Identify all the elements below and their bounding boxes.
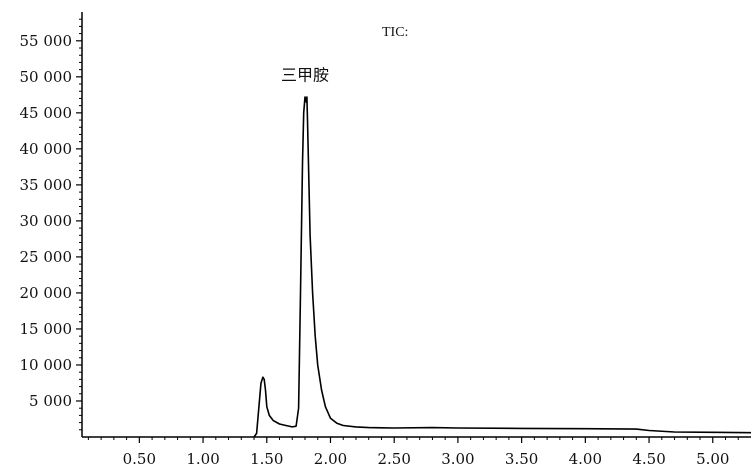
x-tick-label: 1.00 bbox=[186, 450, 219, 468]
y-tick-label: 35 000 bbox=[20, 176, 73, 194]
y-tick-label: 40 000 bbox=[20, 140, 73, 158]
x-tick-label: 0.50 bbox=[123, 450, 156, 468]
chart-title: TIC: bbox=[382, 25, 408, 40]
series-layer bbox=[253, 96, 752, 438]
x-tick-label: 2.50 bbox=[377, 450, 410, 468]
tic-trace-line bbox=[253, 96, 752, 438]
y-axis: 5 000 10 000 15 000 20 000 25 000 30 000 35 00… bbox=[20, 12, 83, 437]
y-tick-label: 45 000 bbox=[20, 104, 73, 122]
x-tick-label: 2.00 bbox=[314, 450, 347, 468]
y-tick-label: 5 000 bbox=[29, 392, 72, 410]
x-axis: 0.50 1.00 1.50 2.00 2.50 3.00 3.50 4.00 4.50 5.00 bbox=[82, 436, 751, 468]
y-tick-label: 55 000 bbox=[20, 32, 73, 50]
x-tick-label: 1.50 bbox=[250, 450, 283, 468]
x-tick-label: 4.50 bbox=[632, 450, 665, 468]
y-tick-label: 20 000 bbox=[20, 284, 73, 302]
x-tick-label: 5.00 bbox=[696, 450, 729, 468]
y-tick-label: 10 000 bbox=[20, 356, 73, 374]
x-tick-label: 4.00 bbox=[569, 450, 602, 468]
peak-label: 三甲胺 bbox=[281, 65, 329, 84]
y-tick-label: 50 000 bbox=[20, 68, 73, 86]
x-tick-label: 3.50 bbox=[505, 450, 538, 468]
y-tick-label: 25 000 bbox=[20, 248, 73, 266]
y-tick-label: 15 000 bbox=[20, 320, 73, 338]
annotation-layer: 三甲胺 bbox=[281, 65, 329, 84]
y-tick-label: 30 000 bbox=[20, 212, 73, 230]
x-tick-label: 3.00 bbox=[441, 450, 474, 468]
